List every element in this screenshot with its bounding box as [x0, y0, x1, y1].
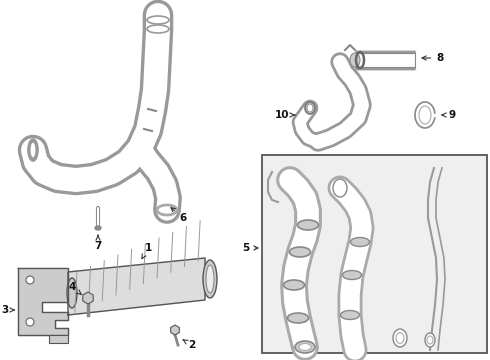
Ellipse shape	[427, 336, 433, 344]
Ellipse shape	[30, 142, 36, 158]
Ellipse shape	[284, 280, 304, 290]
Ellipse shape	[28, 139, 38, 161]
Ellipse shape	[288, 313, 309, 323]
Ellipse shape	[350, 53, 360, 67]
Ellipse shape	[419, 106, 431, 124]
FancyBboxPatch shape	[49, 336, 69, 343]
Polygon shape	[18, 268, 68, 335]
Circle shape	[26, 318, 34, 326]
Ellipse shape	[425, 333, 435, 347]
Text: 3: 3	[1, 305, 14, 315]
Text: 1: 1	[142, 243, 151, 258]
Ellipse shape	[299, 343, 311, 351]
Ellipse shape	[203, 260, 217, 298]
Polygon shape	[68, 258, 205, 315]
Ellipse shape	[307, 104, 313, 112]
Text: 10: 10	[275, 110, 295, 120]
Ellipse shape	[415, 102, 435, 128]
Text: 7: 7	[94, 235, 102, 251]
Circle shape	[26, 276, 34, 284]
Ellipse shape	[295, 341, 315, 353]
Ellipse shape	[305, 102, 315, 114]
Text: 8: 8	[422, 53, 443, 63]
Text: 5: 5	[243, 243, 258, 253]
Ellipse shape	[290, 247, 311, 257]
Bar	[262, 155, 487, 353]
Ellipse shape	[393, 329, 407, 347]
Ellipse shape	[396, 333, 404, 343]
Text: 4: 4	[68, 282, 81, 294]
Ellipse shape	[95, 226, 101, 230]
Text: 6: 6	[171, 208, 187, 223]
Ellipse shape	[333, 179, 347, 197]
Text: 9: 9	[442, 110, 456, 120]
Ellipse shape	[67, 278, 77, 308]
Ellipse shape	[343, 270, 362, 279]
Text: 2: 2	[183, 340, 196, 350]
Ellipse shape	[350, 238, 369, 247]
Ellipse shape	[297, 220, 318, 230]
Ellipse shape	[206, 265, 214, 293]
Ellipse shape	[341, 310, 360, 320]
